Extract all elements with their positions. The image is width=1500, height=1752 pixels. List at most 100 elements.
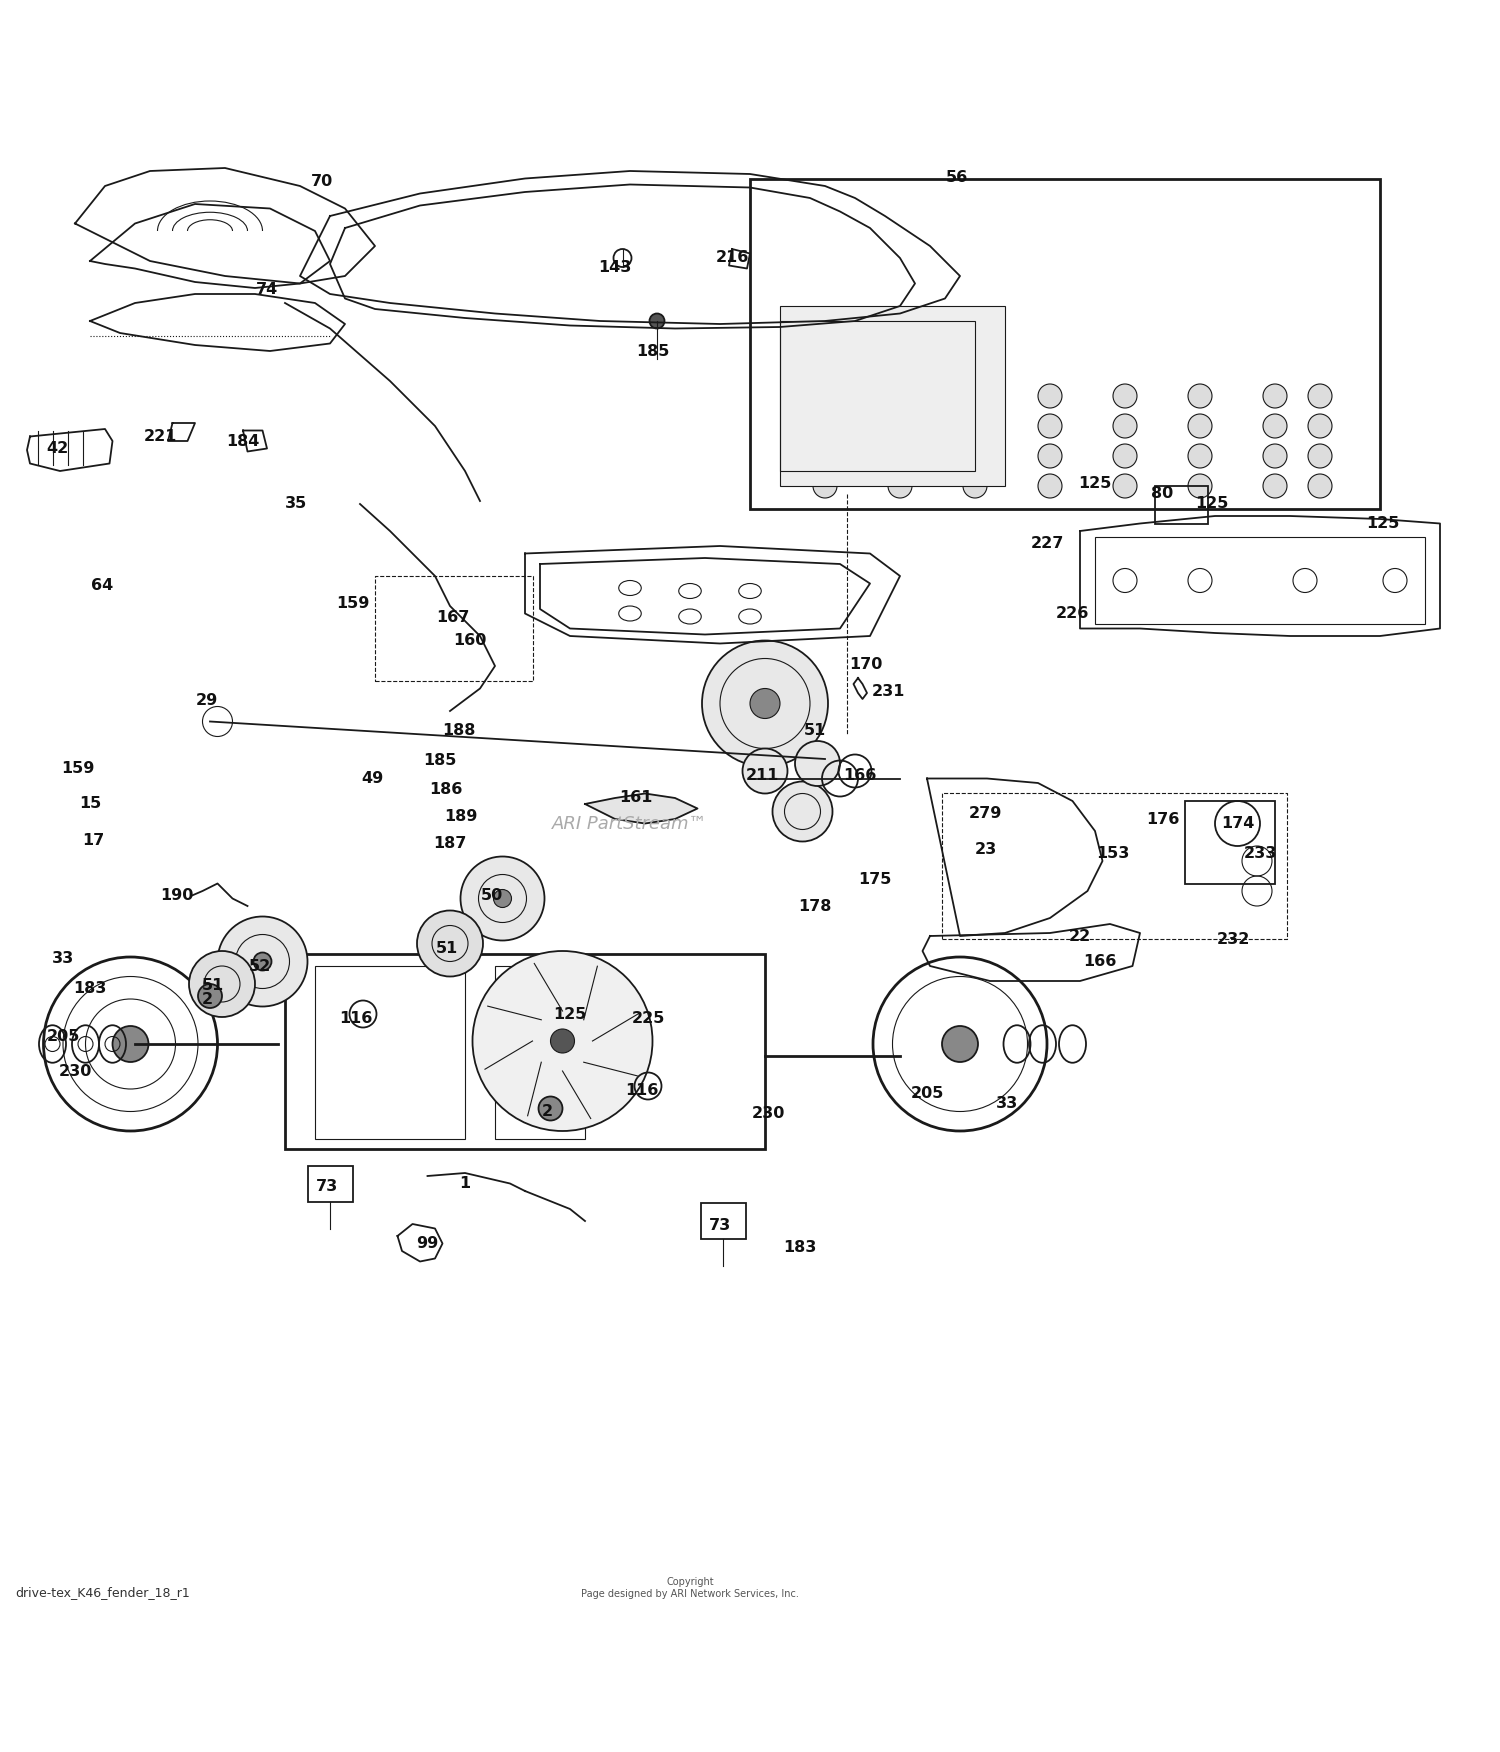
Circle shape	[1188, 443, 1212, 468]
Circle shape	[1308, 443, 1332, 468]
Circle shape	[772, 781, 832, 841]
Circle shape	[942, 1027, 978, 1062]
Circle shape	[750, 689, 780, 718]
Circle shape	[795, 741, 840, 787]
Text: 183: 183	[783, 1240, 816, 1256]
Text: 216: 216	[716, 251, 748, 266]
Text: 125: 125	[1078, 475, 1112, 491]
Circle shape	[1113, 413, 1137, 438]
Text: 185: 185	[423, 753, 456, 767]
Circle shape	[189, 951, 255, 1016]
Text: 125: 125	[1366, 517, 1400, 531]
Text: 211: 211	[746, 767, 778, 783]
Text: ARI PartStream™: ARI PartStream™	[552, 815, 708, 832]
Circle shape	[1188, 413, 1212, 438]
Text: 205: 205	[910, 1086, 944, 1100]
Text: 116: 116	[339, 1011, 372, 1027]
Text: 35: 35	[285, 496, 306, 512]
Circle shape	[888, 475, 912, 498]
Text: 125: 125	[1196, 496, 1228, 512]
Text: 29: 29	[196, 694, 217, 708]
Text: 73: 73	[316, 1179, 338, 1195]
Bar	[1185, 801, 1275, 883]
Text: 22: 22	[1070, 929, 1090, 944]
Text: 159: 159	[336, 596, 369, 610]
Text: 73: 73	[710, 1218, 730, 1233]
Circle shape	[813, 413, 837, 438]
Text: 174: 174	[1221, 816, 1254, 830]
Circle shape	[1113, 475, 1137, 498]
Bar	[1155, 485, 1208, 524]
Circle shape	[888, 443, 912, 468]
Circle shape	[1113, 384, 1137, 408]
Circle shape	[538, 1097, 562, 1121]
Circle shape	[1308, 475, 1332, 498]
Circle shape	[702, 641, 828, 767]
Text: 1: 1	[459, 1176, 471, 1191]
Text: 23: 23	[975, 841, 996, 857]
Text: 143: 143	[598, 259, 632, 275]
Text: 188: 188	[442, 724, 476, 738]
Circle shape	[650, 314, 664, 329]
Circle shape	[888, 384, 912, 408]
Text: 33: 33	[53, 951, 74, 965]
Circle shape	[1038, 384, 1062, 408]
Circle shape	[472, 951, 652, 1132]
Text: 183: 183	[74, 981, 106, 995]
Circle shape	[1308, 413, 1332, 438]
Text: 2: 2	[542, 1104, 554, 1120]
Text: 184: 184	[226, 433, 260, 449]
Circle shape	[494, 890, 512, 908]
Text: 125: 125	[554, 1006, 586, 1021]
Circle shape	[742, 748, 788, 794]
Circle shape	[963, 413, 987, 438]
Text: 226: 226	[1056, 606, 1089, 620]
Text: 186: 186	[429, 781, 462, 797]
Circle shape	[1263, 413, 1287, 438]
Circle shape	[217, 916, 308, 1006]
Circle shape	[460, 857, 544, 941]
Text: 166: 166	[843, 767, 876, 783]
Circle shape	[1263, 384, 1287, 408]
Text: 51: 51	[804, 724, 825, 738]
Polygon shape	[585, 794, 698, 823]
Text: 175: 175	[858, 871, 891, 887]
Circle shape	[1113, 443, 1137, 468]
Text: 33: 33	[996, 1097, 1017, 1111]
Circle shape	[888, 413, 912, 438]
Text: 99: 99	[417, 1235, 438, 1251]
Bar	[780, 321, 975, 471]
Bar	[285, 955, 765, 1149]
Text: 187: 187	[433, 836, 466, 850]
Text: 80: 80	[1152, 485, 1173, 501]
Text: 232: 232	[1216, 932, 1249, 946]
Text: 176: 176	[1146, 811, 1179, 827]
Text: 233: 233	[1244, 846, 1276, 860]
Text: 159: 159	[62, 760, 94, 776]
Text: 17: 17	[82, 832, 104, 848]
Text: 166: 166	[1083, 955, 1116, 969]
Text: 231: 231	[871, 683, 904, 699]
Text: 230: 230	[58, 1063, 92, 1079]
Text: Copyright
Page designed by ARI Network Services, Inc.: Copyright Page designed by ARI Network S…	[580, 1577, 800, 1600]
Text: 185: 185	[636, 343, 669, 359]
Circle shape	[1038, 413, 1062, 438]
Text: 178: 178	[798, 899, 831, 913]
Circle shape	[1263, 443, 1287, 468]
Text: 52: 52	[249, 958, 270, 974]
Text: 170: 170	[849, 657, 882, 673]
Text: 221: 221	[144, 429, 177, 443]
Text: 190: 190	[160, 888, 194, 902]
Circle shape	[963, 443, 987, 468]
Text: drive-tex_K46_fender_18_r1: drive-tex_K46_fender_18_r1	[15, 1586, 189, 1600]
Text: 205: 205	[46, 1028, 80, 1044]
Text: 49: 49	[362, 771, 382, 787]
Text: 161: 161	[620, 790, 652, 806]
Bar	[750, 179, 1380, 508]
Bar	[315, 965, 465, 1139]
Circle shape	[1188, 384, 1212, 408]
Text: 227: 227	[1030, 536, 1063, 550]
Circle shape	[963, 384, 987, 408]
Bar	[1095, 538, 1425, 624]
Circle shape	[550, 1028, 574, 1053]
